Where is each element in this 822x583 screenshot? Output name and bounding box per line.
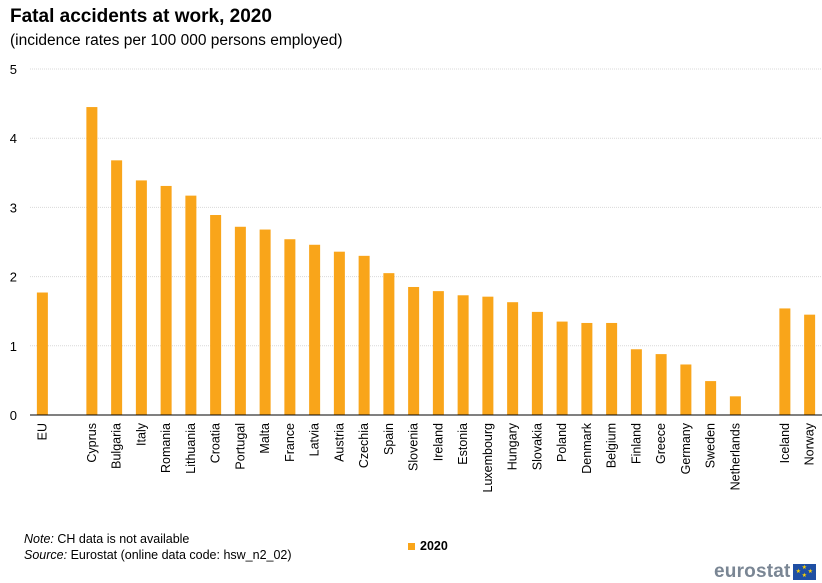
eu-flag-icon: ★ ★ ★ ★ <box>792 564 816 580</box>
bar <box>507 302 519 415</box>
bar <box>383 273 395 415</box>
logo-text: eurostat <box>714 561 791 582</box>
x-tick-label: Netherlands <box>728 423 742 490</box>
legend-label: 2020 <box>420 539 448 553</box>
bar <box>284 239 296 415</box>
x-tick-label: Greece <box>654 423 668 464</box>
x-tick-label: Denmark <box>580 422 594 473</box>
x-tick-label: Estonia <box>456 423 470 465</box>
x-tick-label: Germany <box>679 422 693 474</box>
x-tick-label: Ireland <box>431 423 445 461</box>
source-text: Eurostat (online data code: hsw_n2_02) <box>67 548 292 562</box>
bar <box>779 308 791 415</box>
bar <box>408 286 420 415</box>
x-tick-label: Czechia <box>357 423 371 468</box>
bar-chart: 0 1 2 3 4 5 EU Cyprus Bulgaria Italy Romania Lithua… <box>10 62 822 493</box>
x-tick-label: Portugal <box>233 423 247 470</box>
bar <box>234 226 246 415</box>
y-tick-label: 4 <box>10 131 17 146</box>
x-tick-label: Romania <box>159 423 173 473</box>
x-tick-label: Sweden <box>704 423 718 468</box>
x-tick-label: Austria <box>332 423 346 462</box>
y-tick-label: 5 <box>10 62 17 77</box>
bar <box>432 291 444 415</box>
x-tick-label: Poland <box>555 423 569 462</box>
bar <box>655 354 667 415</box>
x-tick-label: Croatia <box>209 423 223 463</box>
bar <box>581 322 593 415</box>
x-tick-label: Finland <box>629 423 643 464</box>
chart-title: Fatal accidents at work, 2020 <box>10 6 272 27</box>
bar <box>111 160 123 415</box>
bar <box>556 321 568 415</box>
x-tick-label: Iceland <box>778 423 792 463</box>
eurostat-logo: eurostat ★ ★ ★ ★ <box>714 561 816 583</box>
note-text: CH data is not available <box>53 532 190 546</box>
x-tick-label: Hungary <box>506 422 520 470</box>
bar <box>457 295 469 415</box>
bar <box>135 180 147 415</box>
bar <box>259 229 271 415</box>
chart-subtitle: (incidence rates per 100 000 persons emp… <box>10 32 343 49</box>
x-tick-label: Slovakia <box>530 423 544 470</box>
chart-legend: 2020 <box>408 539 448 553</box>
x-tick-label: EU <box>35 423 49 440</box>
bar <box>606 322 618 415</box>
bar <box>680 364 692 415</box>
source-label: Source: <box>24 548 68 562</box>
x-tick-label: Belgium <box>605 423 619 468</box>
x-tick-label: Spain <box>382 423 396 455</box>
y-tick-label: 1 <box>10 339 17 354</box>
x-tick-label: Norway <box>803 422 817 465</box>
bar <box>630 349 642 415</box>
bar <box>309 244 321 415</box>
bar <box>185 195 197 415</box>
note-line: Note: CH data is not available <box>24 531 292 547</box>
bar <box>531 311 543 415</box>
bar <box>333 251 345 415</box>
x-tick-label: Bulgaria <box>110 423 124 469</box>
bar <box>358 255 370 415</box>
note-label: Note: <box>24 532 54 546</box>
x-tick-label: France <box>283 423 297 462</box>
bar <box>86 107 98 415</box>
bar <box>482 296 494 415</box>
footnote: Note: CH data is not available Source: E… <box>24 531 292 563</box>
x-tick-label: Lithuania <box>184 423 198 474</box>
x-tick-label: Latvia <box>308 423 322 456</box>
bar <box>705 381 717 415</box>
x-tick-label: Malta <box>258 423 272 454</box>
bar <box>804 314 816 415</box>
x-tick-label: Cyprus <box>85 423 99 463</box>
x-tick-label: Slovenia <box>407 423 421 471</box>
x-tick-label: Luxembourg <box>481 423 495 493</box>
legend-swatch <box>408 542 415 550</box>
x-tick-label: Italy <box>134 422 148 446</box>
source-line: Source: Eurostat (online data code: hsw_… <box>24 547 292 563</box>
y-tick-label: 2 <box>10 270 17 285</box>
bar <box>160 185 172 415</box>
y-tick-label: 3 <box>10 200 17 215</box>
bar <box>36 292 48 415</box>
bar <box>729 396 741 415</box>
bar <box>210 215 222 415</box>
y-tick-label: 0 <box>10 408 17 423</box>
